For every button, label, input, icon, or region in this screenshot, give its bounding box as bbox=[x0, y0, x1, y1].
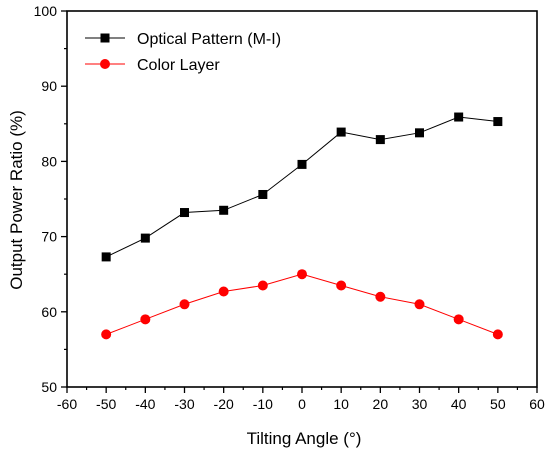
series-layer bbox=[101, 112, 503, 340]
x-tick-label: -20 bbox=[214, 396, 234, 412]
x-axis-title: Tilting Angle (°) bbox=[247, 429, 362, 448]
series-2-point bbox=[375, 291, 386, 302]
y-tick-label: 100 bbox=[34, 3, 58, 19]
series-1-point bbox=[140, 233, 150, 243]
x-tick-label: -40 bbox=[135, 396, 155, 412]
x-tick-label: -60 bbox=[57, 396, 77, 412]
series-2-point bbox=[492, 329, 503, 340]
x-tick-label: -30 bbox=[174, 396, 194, 412]
series-2-point bbox=[140, 314, 151, 325]
legend-entry-1: Optical Pattern (M-I) bbox=[85, 31, 281, 48]
series-1-point bbox=[180, 208, 189, 218]
x-tick-label: 20 bbox=[373, 396, 389, 412]
series-1-point bbox=[493, 117, 503, 127]
legend-marker bbox=[100, 33, 110, 43]
series-2-point bbox=[101, 329, 112, 340]
ticks-layer: -60 -50 -40 -30 -20 -10 0 10 20 30 40 50 60 50 60 70 80 9… bbox=[34, 3, 545, 412]
y-axis-title: Output Power Ratio (%) bbox=[7, 110, 26, 290]
series-2-point bbox=[257, 280, 268, 291]
series-2-line bbox=[105, 273, 499, 335]
y-tick-label: 80 bbox=[41, 153, 57, 169]
plot-frame bbox=[66, 10, 538, 388]
legend-label: Color Layer bbox=[137, 57, 220, 74]
legend: Optical Pattern (M-I) Color Layer bbox=[85, 31, 281, 74]
y-tick-label: 50 bbox=[41, 379, 57, 395]
legend-entry-2: Color Layer bbox=[85, 57, 220, 74]
series-2-point bbox=[218, 286, 229, 297]
x-tick-label: 60 bbox=[529, 396, 545, 412]
series-2-point bbox=[414, 299, 425, 310]
y-tick-label: 90 bbox=[41, 78, 57, 94]
series-1-point bbox=[415, 128, 424, 138]
x-tick-label: 50 bbox=[490, 396, 506, 412]
y-tick-label: 60 bbox=[41, 304, 57, 320]
x-tick-label: 0 bbox=[298, 396, 306, 412]
series-1-point bbox=[454, 112, 464, 122]
x-tick-label: -50 bbox=[96, 396, 116, 412]
series-1-point bbox=[375, 135, 385, 145]
series-1-point bbox=[297, 159, 307, 169]
x-tick-label: 10 bbox=[333, 396, 349, 412]
x-tick-label: -10 bbox=[253, 396, 273, 412]
series-2-point bbox=[179, 299, 190, 310]
x-tick-label: 40 bbox=[451, 396, 467, 412]
series-2-point bbox=[336, 280, 347, 291]
y-tick-label: 70 bbox=[41, 229, 57, 245]
series-2 bbox=[101, 269, 503, 340]
series-2-point bbox=[453, 314, 464, 325]
x-tick-label: 30 bbox=[412, 396, 428, 412]
series-1-point bbox=[219, 205, 229, 215]
series-2-point bbox=[297, 269, 307, 280]
legend-label: Optical Pattern (M-I) bbox=[137, 31, 281, 48]
series-1 bbox=[101, 112, 503, 262]
series-1-point bbox=[101, 252, 111, 262]
series-1-line bbox=[105, 116, 498, 258]
legend-marker bbox=[100, 59, 110, 69]
series-1-point bbox=[258, 189, 268, 199]
series-1-point bbox=[336, 127, 346, 137]
